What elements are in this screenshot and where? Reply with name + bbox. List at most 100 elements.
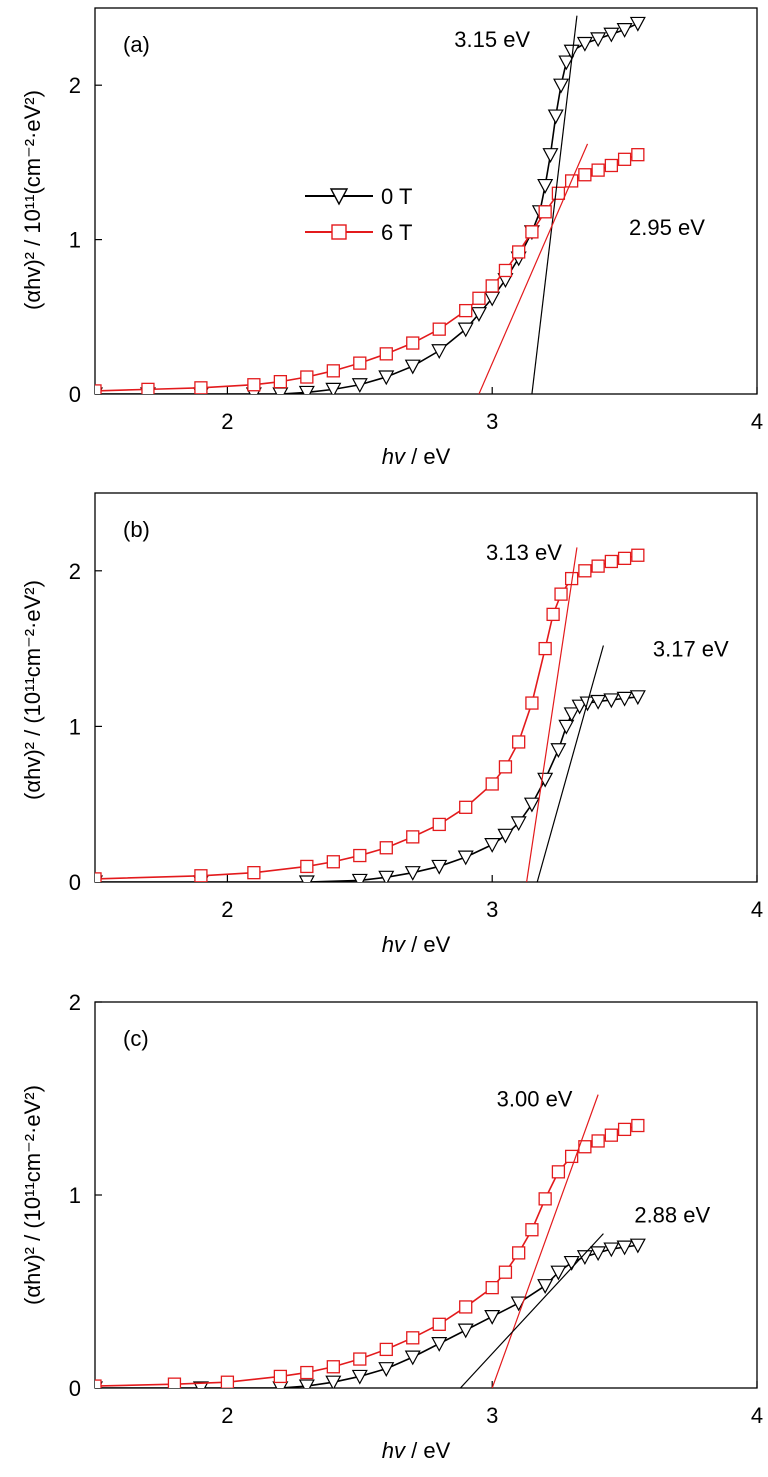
data-point-triangle	[351, 873, 368, 882]
data-point-square	[546, 607, 560, 622]
data-point-triangle	[470, 307, 487, 322]
x-tick-label: 3	[486, 1403, 498, 1428]
legend-marker-triangle	[329, 188, 349, 206]
y-tick-label: 0	[69, 382, 81, 407]
data-point-square	[353, 1352, 367, 1366]
y-tick-label: 2	[69, 73, 81, 98]
data-point-square	[525, 1223, 539, 1237]
legend-label: 0 T	[381, 184, 412, 209]
x-tick-label: 2	[221, 1403, 233, 1428]
data-point-triangle	[497, 828, 514, 844]
data-point-square	[472, 291, 486, 305]
data-point-square	[406, 830, 420, 844]
data-point-triangle	[298, 385, 315, 394]
data-point-square	[591, 163, 605, 177]
data-point-square	[432, 817, 446, 832]
data-point-triangle	[431, 344, 448, 360]
plot-frame	[94, 492, 758, 883]
data-point-square	[485, 279, 499, 293]
y-tick-label: 0	[69, 870, 81, 895]
data-point-triangle	[537, 178, 554, 194]
data-point-square	[247, 866, 261, 880]
data-point-square	[512, 735, 526, 749]
data-point-square	[631, 148, 645, 162]
series-line-6t	[95, 1124, 639, 1387]
data-point-triangle	[510, 1296, 527, 1312]
tangent-fit-line	[536, 645, 604, 882]
data-point-triangle	[590, 1246, 607, 1262]
data-point-square	[485, 777, 499, 791]
tangent-fit-line	[459, 1233, 604, 1388]
data-point-square	[326, 364, 340, 378]
data-point-triangle	[629, 1238, 646, 1254]
data-point-square	[459, 303, 473, 318]
data-point-triangle	[537, 772, 554, 788]
y-tick-label: 1	[69, 714, 81, 739]
data-point-triangle	[590, 694, 607, 710]
data-point-triangle	[457, 850, 474, 866]
x-axis-label-rest: / eV	[405, 932, 451, 957]
data-point-square	[406, 1331, 420, 1345]
data-point-triangle	[550, 1265, 567, 1281]
plot-frame	[94, 1001, 758, 1389]
x-tick-label: 3	[486, 409, 498, 434]
data-point-triangle	[629, 690, 646, 706]
data-point-square	[554, 587, 568, 601]
data-point-square	[551, 1165, 566, 1179]
x-axis-label-rest: / eV	[405, 1438, 451, 1463]
data-point-square	[353, 848, 367, 863]
data-point-triangle	[484, 838, 501, 853]
data-point-square	[273, 1369, 288, 1384]
plot-frame	[94, 7, 758, 395]
data-point-triangle	[590, 32, 607, 48]
data-point-square	[538, 1192, 552, 1206]
data-point-triangle	[378, 870, 395, 882]
data-point-triangle	[563, 707, 580, 723]
data-point-triangle	[457, 322, 474, 338]
data-point-triangle	[542, 148, 559, 163]
data-point-square	[95, 872, 102, 882]
y-tick-label: 2	[69, 559, 81, 584]
data-point-square	[617, 152, 632, 166]
data-point-triangle	[378, 1362, 395, 1377]
x-tick-label: 4	[751, 897, 763, 922]
data-point-triangle	[325, 1375, 342, 1388]
data-layer	[95, 547, 646, 882]
chart-panel-3: 2 3 4 0 1 2 hv / eV (αhv)² / (10¹¹cm⁻²·eV²) (c) 3…	[20, 990, 763, 1463]
data-point-square	[300, 859, 314, 874]
x-axis-label: hv / eV	[382, 932, 451, 957]
y-tick-label: 1	[69, 1183, 81, 1208]
data-point-triangle	[616, 691, 633, 707]
data-point-triangle	[571, 699, 588, 715]
data-point-square	[498, 760, 513, 774]
legend: 0 T6 T	[305, 184, 412, 245]
data-point-square	[194, 869, 208, 882]
data-point-triangle	[404, 359, 421, 375]
data-point-triangle	[404, 1350, 421, 1366]
data-point-square	[551, 186, 566, 200]
data-point-triangle	[558, 55, 575, 71]
data-point-triangle	[603, 1242, 620, 1258]
data-point-triangle	[378, 370, 395, 386]
data-point-square	[326, 855, 340, 869]
data-point-triangle	[325, 382, 342, 394]
bandgap-annotation: 3.13 eV	[486, 540, 562, 565]
chart-panel-2: 2 3 4 0 1 2 hv / eV (αhv)² / (10¹¹cm⁻²·eV²) (b) 3…	[20, 492, 763, 957]
tangent-fit-line	[478, 143, 589, 394]
data-point-square	[141, 382, 155, 394]
data-point-triangle	[553, 78, 570, 94]
data-point-square	[578, 564, 592, 578]
data-point-square	[525, 696, 539, 710]
data-point-triangle	[298, 875, 315, 882]
data-point-triangle	[298, 1379, 315, 1388]
data-point-square	[604, 158, 619, 173]
x-axis-label-italic: hv	[382, 932, 407, 957]
x-axis-label: hv / eV	[382, 1438, 451, 1463]
legend-label: 6 T	[381, 220, 412, 245]
panel-label: (a)	[123, 32, 150, 57]
x-tick-label: 2	[221, 409, 233, 434]
data-point-square	[538, 641, 552, 656]
data-point-square	[604, 1128, 619, 1142]
data-layer	[95, 15, 646, 394]
